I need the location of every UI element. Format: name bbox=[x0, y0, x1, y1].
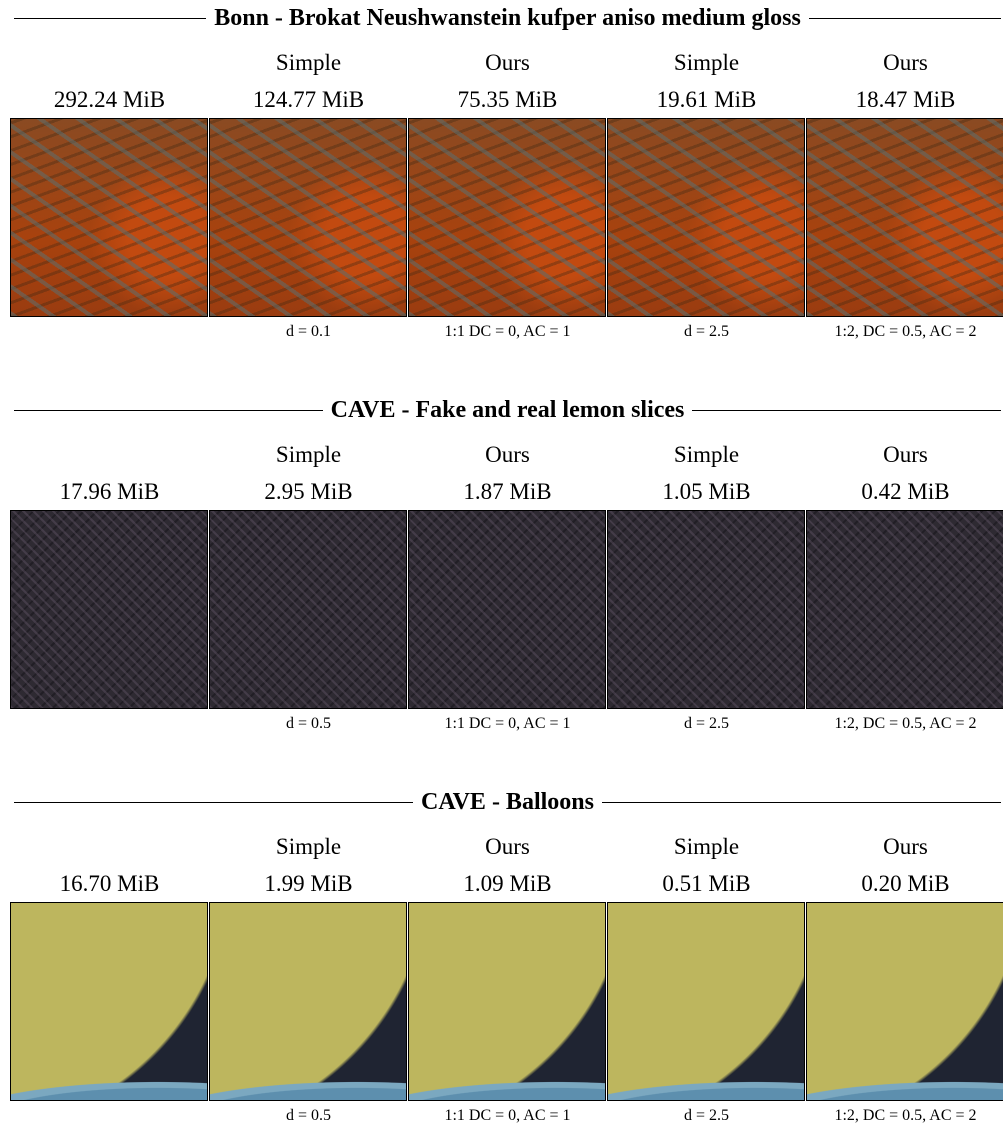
method-label: Ours bbox=[408, 50, 607, 76]
method-label: Simple bbox=[209, 50, 408, 76]
image-crop bbox=[209, 902, 407, 1101]
section: Bonn - Brokat Neushwanstein kufper aniso… bbox=[0, 0, 1003, 360]
size-label: 2.95 MiB bbox=[209, 479, 408, 505]
size-label: 1.87 MiB bbox=[408, 479, 607, 505]
caption: d = 0.5 bbox=[209, 1107, 408, 1125]
section-title: CAVE - Balloons bbox=[413, 789, 602, 816]
method-label: Ours bbox=[806, 834, 1003, 860]
method-label: Simple bbox=[607, 50, 806, 76]
image-crop bbox=[806, 902, 1003, 1101]
caption: 1:1 DC = 0, AC = 1 bbox=[408, 715, 607, 733]
caption: 1:2, DC = 0.5, AC = 2 bbox=[806, 323, 1003, 341]
method-label: Simple bbox=[209, 834, 408, 860]
image-crop bbox=[607, 902, 805, 1101]
image-crop bbox=[806, 510, 1003, 709]
size-label: 19.61 MiB bbox=[607, 87, 806, 113]
size-label: 75.35 MiB bbox=[408, 87, 607, 113]
section-title: Bonn - Brokat Neushwanstein kufper aniso… bbox=[206, 5, 809, 32]
size-label: 1.99 MiB bbox=[209, 871, 408, 897]
method-label: Simple bbox=[209, 442, 408, 468]
section-header: CAVE - Balloons bbox=[14, 787, 1001, 817]
image-crop bbox=[209, 510, 407, 709]
size-label: 1.05 MiB bbox=[607, 479, 806, 505]
caption: d = 0.1 bbox=[209, 323, 408, 341]
section-title: CAVE - Fake and real lemon slices bbox=[323, 397, 693, 424]
image-crop bbox=[10, 118, 208, 317]
size-label: 1.09 MiB bbox=[408, 871, 607, 897]
image-crop bbox=[607, 510, 805, 709]
rule bbox=[14, 410, 323, 411]
image-crop bbox=[408, 510, 606, 709]
size-label: 16.70 MiB bbox=[10, 871, 209, 897]
rule bbox=[602, 802, 1001, 803]
size-label: 292.24 MiB bbox=[10, 87, 209, 113]
caption: 1:2, DC = 0.5, AC = 2 bbox=[806, 1107, 1003, 1125]
size-label: 0.51 MiB bbox=[607, 871, 806, 897]
size-label: 18.47 MiB bbox=[806, 87, 1003, 113]
size-label: 17.96 MiB bbox=[10, 479, 209, 505]
image-crop bbox=[408, 118, 606, 317]
caption: d = 0.5 bbox=[209, 715, 408, 733]
image-crop bbox=[607, 118, 805, 317]
caption: 1:1 DC = 0, AC = 1 bbox=[408, 1107, 607, 1125]
rule bbox=[692, 410, 1001, 411]
method-label: Simple bbox=[607, 442, 806, 468]
rule bbox=[14, 802, 413, 803]
rule bbox=[809, 18, 1001, 19]
image-crop bbox=[209, 118, 407, 317]
figure: Bonn - Brokat Neushwanstein kufper aniso… bbox=[0, 0, 1003, 1122]
image-crop bbox=[10, 902, 208, 1101]
image-crop bbox=[408, 902, 606, 1101]
method-label: Simple bbox=[607, 834, 806, 860]
caption: d = 2.5 bbox=[607, 1107, 806, 1125]
method-label: Ours bbox=[806, 50, 1003, 76]
size-label: 0.20 MiB bbox=[806, 871, 1003, 897]
image-crop bbox=[806, 118, 1003, 317]
caption: 1:1 DC = 0, AC = 1 bbox=[408, 323, 607, 341]
section-header: Bonn - Brokat Neushwanstein kufper aniso… bbox=[14, 3, 1001, 33]
method-label: Ours bbox=[408, 442, 607, 468]
rule bbox=[14, 18, 206, 19]
caption: d = 2.5 bbox=[607, 323, 806, 341]
size-label: 124.77 MiB bbox=[209, 87, 408, 113]
section-header: CAVE - Fake and real lemon slices bbox=[14, 395, 1001, 425]
method-label: Ours bbox=[408, 834, 607, 860]
caption: d = 2.5 bbox=[607, 715, 806, 733]
size-label: 0.42 MiB bbox=[806, 479, 1003, 505]
method-label: Ours bbox=[806, 442, 1003, 468]
caption: 1:2, DC = 0.5, AC = 2 bbox=[806, 715, 1003, 733]
image-crop bbox=[10, 510, 208, 709]
